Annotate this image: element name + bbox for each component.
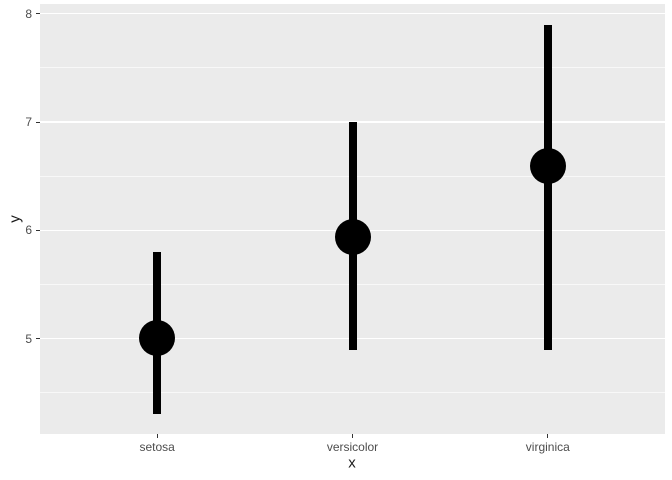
- y-axis-title: y: [6, 215, 24, 223]
- x-tick-mark: [156, 434, 158, 438]
- x-tick-label-versicolor: versicolor: [326, 440, 379, 454]
- pointrange-point-virginica: [529, 148, 566, 185]
- y-tick-label: 5: [25, 331, 32, 346]
- gridline-major: [40, 12, 665, 15]
- pointrange-point-versicolor: [334, 218, 371, 255]
- x-tick-label-setosa: setosa: [139, 440, 175, 454]
- pointrange-bar-virginica: [543, 24, 552, 350]
- y-tick-label: 8: [25, 6, 32, 21]
- gridline-minor: [40, 67, 665, 69]
- plot-panel: [40, 4, 665, 434]
- gridline-minor: [40, 392, 665, 394]
- pointrange-point-setosa: [139, 319, 176, 356]
- y-tick-label: 7: [25, 115, 32, 130]
- x-axis-title: x: [348, 454, 356, 472]
- x-tick-mark: [547, 434, 549, 438]
- y-tick-label: 6: [25, 223, 32, 238]
- y-tick-mark: [36, 229, 40, 231]
- x-tick-label-virginica: virginica: [525, 440, 570, 454]
- y-tick-mark: [36, 121, 40, 123]
- y-tick-mark: [36, 13, 40, 15]
- y-tick-mark: [36, 338, 40, 340]
- x-tick-mark: [352, 434, 353, 438]
